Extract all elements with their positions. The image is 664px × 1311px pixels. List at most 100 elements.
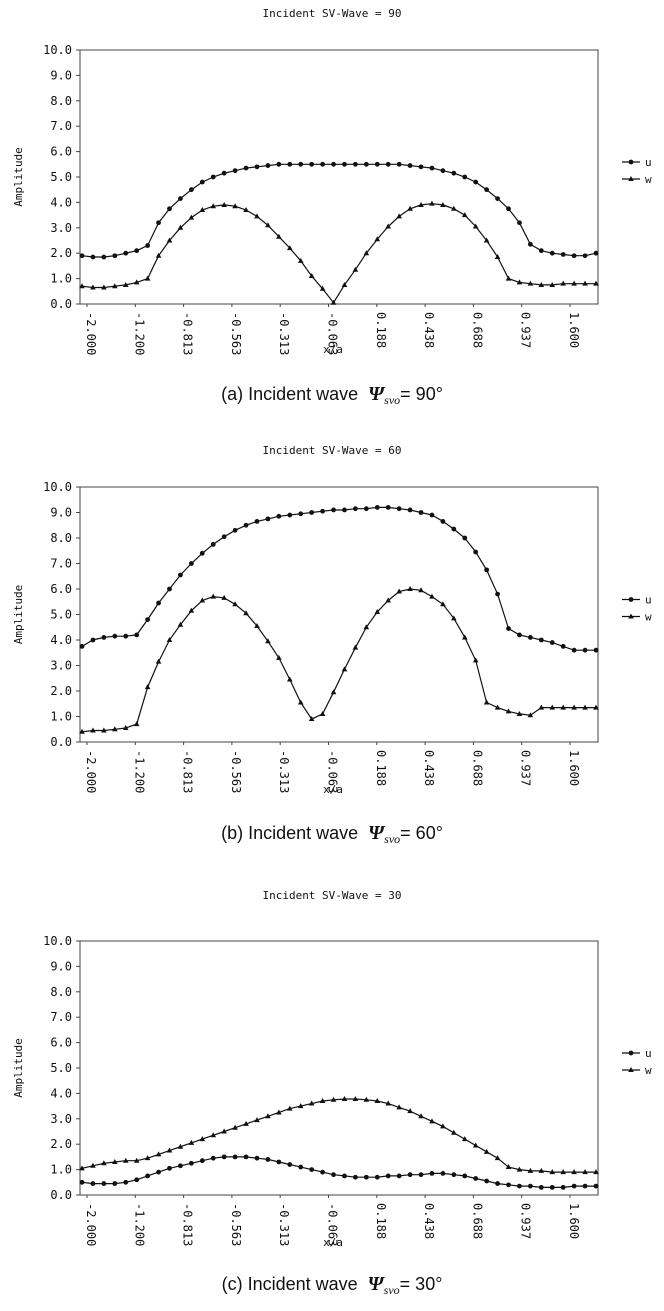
data-point-u <box>385 505 391 510</box>
x-tick-label: 0.688 <box>470 750 484 786</box>
plot-area <box>79 49 599 305</box>
data-point-u <box>517 632 522 638</box>
data-point-w <box>101 284 107 290</box>
data-point-u <box>506 206 511 212</box>
legend-label-w: w <box>645 611 652 624</box>
caption-suffix: = 60° <box>400 823 443 843</box>
y-tick-label: 5.0 <box>50 1061 72 1075</box>
data-point-w <box>166 237 173 243</box>
legend-marker-u <box>628 1050 634 1056</box>
data-point-u <box>221 1154 227 1160</box>
data-point-w <box>407 205 413 211</box>
data-point-u <box>254 1155 260 1161</box>
data-point-u <box>298 161 304 167</box>
data-point-u <box>243 522 249 528</box>
data-point-u <box>210 174 216 180</box>
data-point-u <box>418 510 424 515</box>
x-tick-label: 0.188 <box>374 1203 388 1239</box>
data-point-u <box>309 510 315 515</box>
data-point-w <box>265 638 271 644</box>
data-point-w <box>516 279 523 285</box>
y-tick-label: 5.0 <box>50 608 72 622</box>
data-point-w <box>308 716 315 722</box>
data-point-w <box>155 658 162 664</box>
y-tick-label: 2.0 <box>50 1137 72 1151</box>
chart-title: Incident SV-Wave = 60 <box>262 444 401 457</box>
legend-label-w: w <box>645 1064 652 1077</box>
data-point-u <box>145 617 151 622</box>
data-point-w <box>472 657 479 663</box>
y-tick-label: 10.0 <box>43 934 72 948</box>
data-point-u <box>353 1174 358 1180</box>
data-point-w <box>330 689 337 695</box>
data-point-w <box>155 252 162 258</box>
data-point-w <box>210 593 217 599</box>
plot-area <box>79 486 599 743</box>
data-point-u <box>429 512 435 518</box>
data-point-w <box>79 1165 85 1171</box>
data-point-u <box>374 505 380 510</box>
y-tick-label: 6.0 <box>50 582 72 596</box>
x-axis-label: x/a <box>323 1236 343 1249</box>
data-point-u <box>342 161 347 167</box>
data-point-u <box>549 250 555 256</box>
data-point-w <box>341 281 348 287</box>
data-point-u <box>90 637 96 643</box>
y-axis-label: Amplitude <box>12 1038 25 1098</box>
data-point-w <box>418 587 424 593</box>
data-point-u <box>353 506 358 512</box>
data-point-w <box>319 285 326 291</box>
y-tick-label: 0.0 <box>50 297 72 311</box>
data-point-w <box>297 699 304 705</box>
data-point-u <box>549 1184 555 1190</box>
data-point-w <box>199 1136 206 1142</box>
data-point-w <box>90 284 96 290</box>
data-point-u <box>495 591 500 597</box>
data-point-w <box>221 594 227 600</box>
data-point-w <box>560 704 566 710</box>
data-point-u <box>451 1172 457 1178</box>
data-point-u <box>123 250 129 256</box>
data-point-w <box>418 201 424 207</box>
x-tick-label: -0.563 <box>229 750 243 793</box>
chart-title: Incident SV-Wave = 30 <box>262 889 401 902</box>
data-point-w <box>330 299 337 305</box>
data-point-w <box>276 1109 282 1115</box>
x-tick-label: -2.000 <box>84 750 98 793</box>
data-point-w <box>451 1129 457 1135</box>
data-point-u <box>342 1173 347 1179</box>
legend-marker-u <box>628 159 634 165</box>
data-point-u <box>396 506 402 512</box>
data-point-u <box>538 637 544 643</box>
data-point-u <box>495 196 500 201</box>
data-point-w <box>407 586 413 591</box>
y-tick-label: 6.0 <box>50 145 72 159</box>
data-point-w <box>286 1105 293 1111</box>
y-tick-label: 7.0 <box>50 1010 72 1024</box>
data-point-w <box>254 1117 260 1123</box>
data-point-w <box>352 1095 359 1101</box>
data-point-u <box>232 527 238 533</box>
data-point-u <box>582 647 588 653</box>
data-point-w <box>155 1151 162 1157</box>
y-tick-label: 9.0 <box>50 959 72 973</box>
data-point-u <box>298 511 304 517</box>
data-point-u <box>167 586 172 592</box>
data-point-u <box>156 1169 161 1175</box>
data-point-w <box>440 1123 446 1129</box>
data-point-w <box>188 607 195 613</box>
data-point-u <box>287 1162 293 1167</box>
data-point-w <box>505 275 512 281</box>
data-point-w <box>265 222 271 228</box>
data-point-u <box>101 1181 107 1186</box>
x-tick-label: -1.200 <box>132 312 146 355</box>
data-point-u <box>265 1157 271 1162</box>
legend-label-u: u <box>645 594 652 607</box>
caption-suffix: = 90° <box>400 384 443 404</box>
data-point-u <box>156 220 161 226</box>
data-point-w <box>341 1095 348 1101</box>
data-point-w <box>571 1169 577 1175</box>
data-point-u <box>342 507 347 513</box>
data-point-u <box>243 1154 249 1160</box>
data-point-u <box>418 1172 424 1178</box>
